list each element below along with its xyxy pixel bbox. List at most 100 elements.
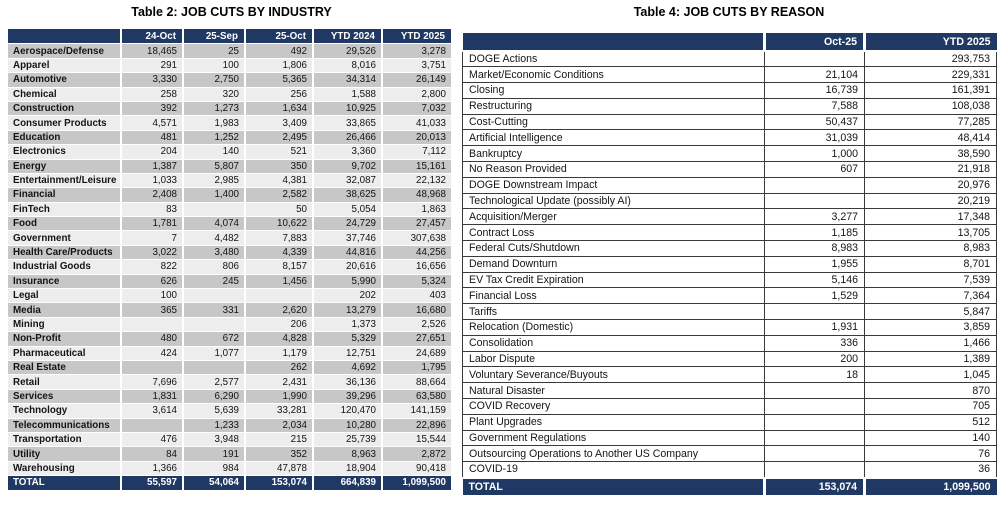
industry-table-section: Table 2: JOB CUTS BY INDUSTRY 24-Oct 25-S… [8, 2, 455, 491]
table-row: Contract Loss 1,185 13,705 [462, 224, 997, 242]
table-row: Acquisition/Merger 3,277 17,348 [462, 208, 997, 226]
cell-value: 76 [864, 445, 997, 463]
header-row: 24-Oct 25-Sep 25-Oct YTD 2024 YTD 2025 [8, 29, 451, 44]
table-row: Voluntary Severance/Buyouts 18 1,045 [462, 366, 997, 384]
cell-value: 27,651 [383, 332, 451, 346]
cell-value: 1,373 [314, 317, 381, 332]
cell-value: 1,781 [122, 217, 182, 231]
cell-value: 1,400 [184, 188, 244, 202]
total-value: 664,839 [314, 476, 381, 490]
cell-value: 1,233 [184, 418, 244, 432]
table-row: Telecommunications 1,233 2,034 10,280 22,896 [8, 418, 451, 432]
table-row: Consumer Products 4,571 1,983 3,409 33,865 41… [8, 116, 451, 130]
table-row: No Reason Provided 607 21,918 [462, 161, 997, 178]
cell-value: 8,157 [246, 260, 312, 274]
cell-value: 1,077 [184, 346, 244, 360]
cell-value: 25,739 [314, 432, 381, 447]
cell-value: 191 [184, 447, 244, 461]
table-row: Industrial Goods 822 806 8,157 20,616 16,656 [8, 260, 451, 274]
table-row: Automotive 3,330 2,750 5,365 34,314 26,149 [8, 73, 451, 87]
cell-value: 5,639 [184, 404, 244, 418]
cell-value: 3,277 [764, 208, 865, 226]
cell-value: 2,577 [184, 375, 244, 389]
cell-value: 161,391 [864, 82, 997, 99]
table-row: Pharmaceutical 424 1,077 1,179 12,751 24,689 [8, 346, 451, 360]
row-label: Construction [8, 101, 120, 116]
column-header: YTD 2024 [314, 29, 381, 44]
cell-value: 31,039 [764, 129, 865, 147]
cell-value: 38,625 [314, 188, 381, 202]
row-label: Cost-Cutting [462, 113, 765, 131]
cell-value: 3,022 [122, 245, 182, 260]
cell-value [246, 289, 312, 303]
cell-value: 15,161 [383, 159, 451, 173]
cell-value: 229,331 [864, 66, 997, 84]
cell-value [184, 202, 244, 217]
cell-value: 27,457 [383, 217, 451, 231]
cell-value: 33,281 [246, 404, 312, 418]
table-row: Tariffs 5,847 [462, 303, 997, 321]
row-label: Health Care/Products [8, 245, 120, 260]
table-row: Consolidation 336 1,466 [462, 334, 997, 352]
row-label: Bankruptcy [462, 145, 765, 163]
cell-value: 870 [864, 382, 997, 400]
table-row: Real Estate 262 4,692 1,795 [8, 360, 451, 375]
table-row: Entertainment/Leisure 1,033 2,985 4,381 32,0… [8, 173, 451, 188]
row-label: Natural Disaster [462, 382, 765, 400]
cell-value: 36 [864, 461, 997, 479]
cell-value: 1,831 [122, 389, 182, 404]
cell-value: 258 [122, 87, 182, 101]
row-label: Financial Loss [462, 287, 765, 305]
cell-value: 307,638 [383, 231, 451, 245]
row-label: Retail [8, 375, 120, 389]
cell-value: 403 [383, 289, 451, 303]
cell-value: 1,955 [764, 255, 865, 273]
cell-value: 206 [246, 317, 312, 332]
cell-value: 1,045 [864, 366, 997, 384]
cell-value: 32,087 [314, 173, 381, 188]
job-cuts-by-industry-table: 24-Oct 25-Sep 25-Oct YTD 2024 YTD 2025 Aerosp… [6, 28, 453, 491]
column-header: 25-Sep [184, 29, 244, 44]
column-header: Oct-25 [763, 33, 865, 52]
table-row: Apparel 291 100 1,806 8,016 3,751 [8, 58, 451, 73]
cell-value: 3,360 [314, 145, 381, 159]
header-row: Oct-25 YTD 2025 [462, 33, 997, 52]
table-row: Technological Update (possibly AI) 20,219 [462, 192, 997, 210]
cell-value: 291 [122, 58, 182, 73]
row-label: Chemical [8, 87, 120, 101]
cell-value: 245 [184, 274, 244, 289]
cell-value: 5,807 [184, 159, 244, 173]
row-label: Government [8, 231, 120, 245]
cell-value: 1,252 [184, 130, 244, 145]
cell-value: 7,588 [764, 97, 865, 115]
cell-value: 3,480 [184, 245, 244, 260]
cell-value: 88,664 [383, 375, 451, 389]
cell-value [122, 418, 182, 432]
row-label: Energy [8, 159, 120, 173]
row-label: Industrial Goods [8, 260, 120, 274]
total-row: TOTAL 55,597 54,064 153,074 664,839 1,099,500 [8, 476, 451, 490]
row-label: Government Regulations [462, 429, 765, 447]
table-row: Government Regulations 140 [462, 429, 997, 447]
cell-value: 1,529 [764, 287, 865, 305]
row-label: Legal [8, 289, 120, 303]
cell-value: 4,381 [246, 173, 312, 188]
table-row: FinTech 83 50 5,054 1,863 [8, 202, 451, 217]
cell-value [184, 360, 244, 375]
cell-value: 2,800 [383, 87, 451, 101]
table-row: Federal Cuts/Shutdown 8,983 8,983 [462, 240, 997, 257]
table-row: Artificial Intelligence 31,039 48,414 [462, 129, 997, 147]
cell-value: 100 [122, 289, 182, 303]
row-label: Education [8, 130, 120, 145]
row-label: Utility [8, 447, 120, 461]
cell-value: 2,408 [122, 188, 182, 202]
cell-value: 25 [184, 44, 244, 58]
cell-value: 3,330 [122, 73, 182, 87]
table-row: Natural Disaster 870 [462, 382, 997, 400]
cell-value: 512 [864, 413, 997, 431]
cell-value: 24,729 [314, 217, 381, 231]
cell-value: 4,692 [314, 360, 381, 375]
cell-value: 984 [184, 461, 244, 476]
table-row: Aerospace/Defense 18,465 25 492 29,526 3,278 [8, 44, 451, 58]
